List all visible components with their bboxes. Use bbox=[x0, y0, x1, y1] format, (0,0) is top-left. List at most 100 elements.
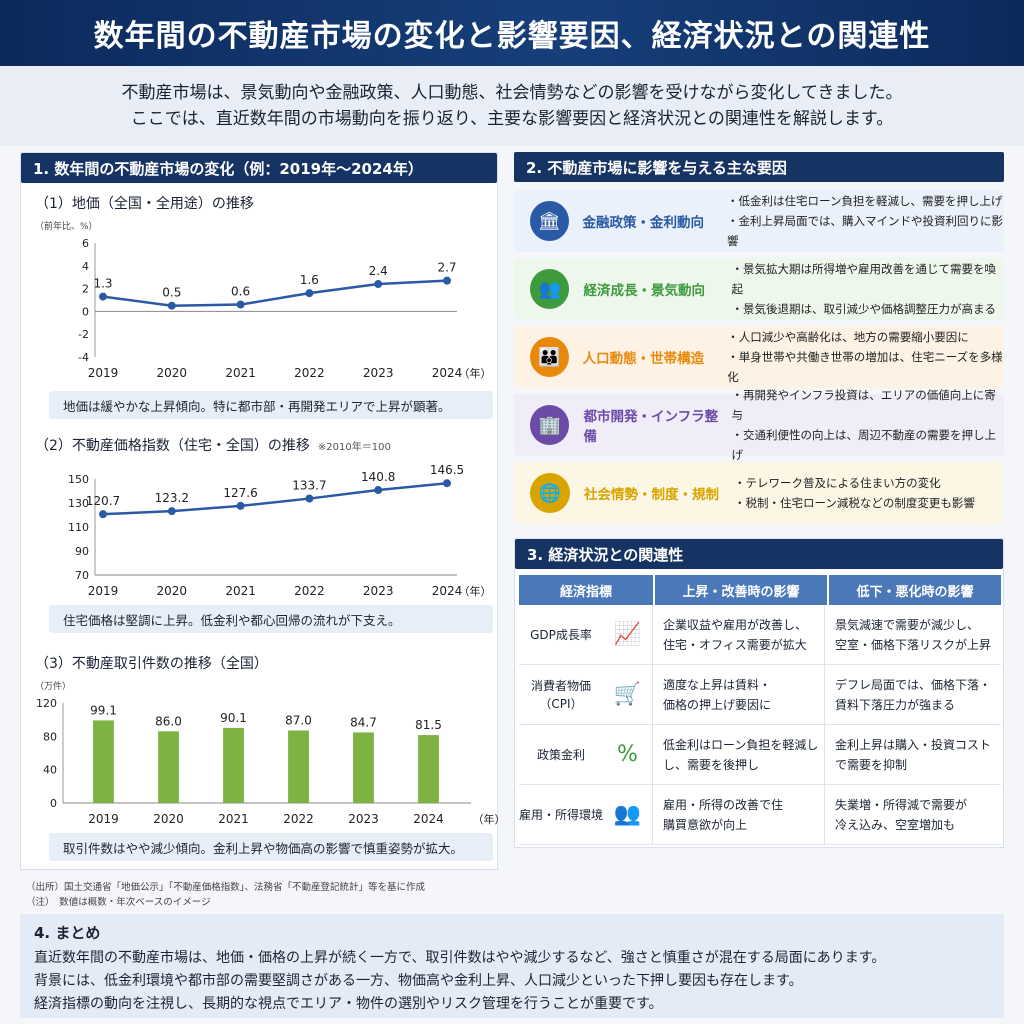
series-line bbox=[102, 279, 448, 307]
x-tick-label: 2024 bbox=[413, 812, 444, 826]
x-tick-label: 2022 bbox=[294, 584, 325, 598]
down-effect-2: 冷え込み、空室増加も bbox=[835, 817, 956, 832]
chart3-caption: 取引件数はやや減少傾向。金利上昇や物価高の影響で慎重姿勢が拡大。 bbox=[49, 833, 493, 861]
chart1-unit: （前年比、%） bbox=[35, 222, 98, 232]
summary-line-1: 直近数年間の不動産市場は、地価・価格の上昇が続く一方で、取引件数はやや減少するな… bbox=[34, 950, 886, 966]
bar bbox=[223, 727, 244, 803]
section3-heading: 3. 経済状況との関連性 bbox=[515, 539, 1003, 569]
economy-table-header: 経済指標 上昇・改善時の影響 低下・悪化時の影響 bbox=[519, 575, 1001, 605]
down-effect-2: で需要を抑制 bbox=[835, 757, 908, 772]
up-effect-2: し、需要を後押し bbox=[663, 757, 760, 772]
down-effect: 失業増・所得減で需要が 冷え込み、空室増加も bbox=[825, 785, 999, 844]
x-axis-unit: （年） bbox=[459, 366, 492, 380]
data-label: 2.4 bbox=[369, 264, 388, 278]
x-tick-label: 2020 bbox=[157, 584, 188, 598]
source-line-1: （出所）国土交通省「地価公示」「不動産価格指数」、法務省「不動産登記統計」等を基… bbox=[26, 882, 426, 893]
data-point bbox=[167, 301, 176, 310]
title-bar: 数年間の不動産市場の変化と影響要因、経済状況との関連性 bbox=[0, 0, 1024, 66]
chart2-note: ※2010年＝100 bbox=[317, 442, 391, 453]
factor-desc-2: ・交通利便性の向上は、周辺不動産の需要を押し上げ bbox=[731, 428, 997, 462]
globe-icon: 🌐 bbox=[530, 473, 570, 513]
y-tick-label: 0 bbox=[82, 305, 89, 318]
factor-desc-1: ・人口減少や高齢化は、地方の需要縮小要因に bbox=[727, 330, 969, 344]
data-point bbox=[236, 300, 245, 309]
bar bbox=[353, 732, 374, 803]
factor-desc: ・テレワーク普及による住まい方の変化 ・税制・住宅ローン減税などの制度変更も影響 bbox=[734, 473, 975, 513]
source-line-2: （注） 数値は概数・年次ベースのイメージ bbox=[26, 897, 211, 908]
up-effect-2: 住宅・オフィス需要が拡大 bbox=[663, 637, 807, 652]
bank-icon: 🏛 bbox=[530, 201, 569, 241]
page-title: 数年間の不動産市場の変化と影響要因、経済状況との関連性 bbox=[93, 19, 931, 54]
series-line bbox=[102, 481, 448, 516]
buildings-icon: 🏢 bbox=[530, 405, 570, 445]
y-tick-label: 40 bbox=[43, 764, 57, 777]
col-indicator: 経済指標 bbox=[519, 575, 653, 605]
up-effect: 適度な上昇は賃料・ 価格の押上げ要因に bbox=[653, 665, 825, 724]
factor-item: 🌐 社会情勢・制度・規制 ・テレワーク普及による住まい方の変化 ・税制・住宅ローン減税… bbox=[514, 462, 1004, 524]
y-tick-label: 70 bbox=[75, 569, 89, 582]
data-point bbox=[167, 507, 176, 516]
source-note: （出所）国土交通省「地価公示」「不動産価格指数」、法務省「不動産登記統計」等を基… bbox=[26, 880, 425, 910]
cart-icon: 🛒 bbox=[603, 665, 653, 724]
y-tick-label: -4 bbox=[78, 351, 89, 364]
data-label: 90.1 bbox=[220, 711, 247, 725]
y-tick-label: 90 bbox=[75, 545, 89, 558]
chart2-title-text: （2）不動産価格指数（住宅・全国）の推移 bbox=[35, 438, 310, 454]
factor-name: 金融政策・金利動向 bbox=[582, 215, 705, 231]
data-point bbox=[305, 289, 314, 298]
factor-desc-2: ・金利上昇局面では、購入マインドや投資利回りに影響 bbox=[727, 214, 1004, 248]
chart2-caption: 住宅価格は堅調に上昇。低金利や都心回帰の流れが下支え。 bbox=[49, 605, 493, 633]
up-effect-1: 雇用・所得の改善で住 bbox=[663, 797, 784, 812]
x-tick-label: 2024 bbox=[432, 584, 463, 598]
percent-icon: % bbox=[603, 725, 653, 784]
chart3-unit: （万件） bbox=[35, 682, 72, 692]
intro: 不動産市場は、景気動向や金融政策、人口動態、社会情勢などの影響を受けながら変化し… bbox=[0, 66, 1024, 146]
x-tick-label: 2021 bbox=[225, 366, 256, 380]
up-effect-2: 価格の押上げ要因に bbox=[663, 697, 772, 712]
workers-icon: 👥 bbox=[603, 785, 653, 844]
table-row: 政策金利% 低金利はローン負担を軽減し し、需要を後押し 金利上昇は購入・投資コストで… bbox=[519, 725, 1001, 785]
data-label: 0.6 bbox=[231, 285, 250, 299]
factor-desc: ・再開発やインフラ投資は、エリアの価値向上に寄与 ・交通利便性の向上は、周辺不動産… bbox=[732, 385, 1004, 465]
data-label: 123.2 bbox=[155, 491, 189, 505]
data-point bbox=[236, 501, 245, 510]
up-effect: 雇用・所得の改善で住 購買意欲が向上 bbox=[653, 785, 825, 844]
x-tick-label: 2024 bbox=[432, 366, 463, 380]
data-label: 99.1 bbox=[90, 703, 117, 717]
data-label: 140.8 bbox=[361, 470, 395, 484]
factor-desc-2: ・景気後退期は、取引減少や価格調整圧力が高まる bbox=[731, 302, 997, 316]
y-tick-label: -2 bbox=[78, 328, 89, 341]
factor-desc-1: ・再開発やインフラ投資は、エリアの価値向上に寄与 bbox=[731, 388, 996, 422]
y-tick-label: 110 bbox=[68, 521, 89, 534]
land-price-chart: -4 -2 0 2 4 6 1.3 0.5 0.6 1.6 2.4 2.7 2019 2020 2021 20… bbox=[78, 237, 492, 380]
x-tick-label: 2019 bbox=[88, 812, 119, 826]
y-tick-label: 120 bbox=[36, 697, 57, 710]
economy-panel: 3. 経済状況との関連性 経済指標 上昇・改善時の影響 低下・悪化時の影響 GD… bbox=[514, 538, 1004, 848]
chart1-title: （1）地価（全国・全用途）の推移 bbox=[35, 196, 254, 212]
indicator-name: 消費者物価（CPI） bbox=[530, 678, 591, 711]
down-effect-2: 賃料下落圧力が強まる bbox=[835, 697, 956, 712]
data-label: 146.5 bbox=[430, 463, 464, 477]
summary-box: 4. まとめ 直近数年間の不動産市場は、地価・価格の上昇が続く一方で、取引件数は… bbox=[20, 914, 1004, 1018]
y-tick-label: 130 bbox=[68, 497, 89, 510]
factor-desc-2: ・単身世帯や共働き世帯の増加は、住宅ニーズを多様化 bbox=[727, 350, 1003, 384]
data-label: 1.3 bbox=[93, 277, 112, 291]
y-tick-label: 4 bbox=[82, 260, 89, 273]
bar bbox=[288, 730, 309, 803]
factor-name: 都市開発・インフラ整備 bbox=[583, 409, 719, 445]
factor-item: 👥 経済成長・景気動向 ・景気拡大期は所得増や雇用改善を通じて需要を喚起 ・景気後退期… bbox=[514, 258, 1004, 320]
data-point bbox=[99, 292, 107, 301]
bar bbox=[158, 731, 179, 803]
intro-line-1: 不動産市場は、景気動向や金融政策、人口動態、社会情勢などの影響を受けながら変化し… bbox=[121, 83, 903, 103]
x-tick-label: 2020 bbox=[153, 812, 184, 826]
up-effect-2: 購買意欲が向上 bbox=[663, 817, 748, 832]
factor-name: 社会情勢・制度・規制 bbox=[584, 487, 719, 503]
x-tick-label: 2023 bbox=[363, 584, 394, 598]
bar bbox=[93, 720, 114, 803]
factor-name: 経済成長・景気動向 bbox=[583, 283, 705, 299]
summary-line-2: 背景には、低金利環境や都市部の需要堅調さがある一方、物価高や金利上昇、人口減少と… bbox=[34, 973, 803, 989]
transactions-chart: 0 40 80 120 99.1 86.0 90.1 87.0 84.7 81.5 2019 2020… bbox=[36, 697, 499, 826]
data-label: 2.7 bbox=[437, 261, 456, 275]
factor-item: 🏢 都市開発・インフラ整備 ・再開発やインフラ投資は、エリアの価値向上に寄与 ・交通利… bbox=[514, 388, 1004, 462]
col-up: 上昇・改善時の影響 bbox=[655, 575, 827, 605]
